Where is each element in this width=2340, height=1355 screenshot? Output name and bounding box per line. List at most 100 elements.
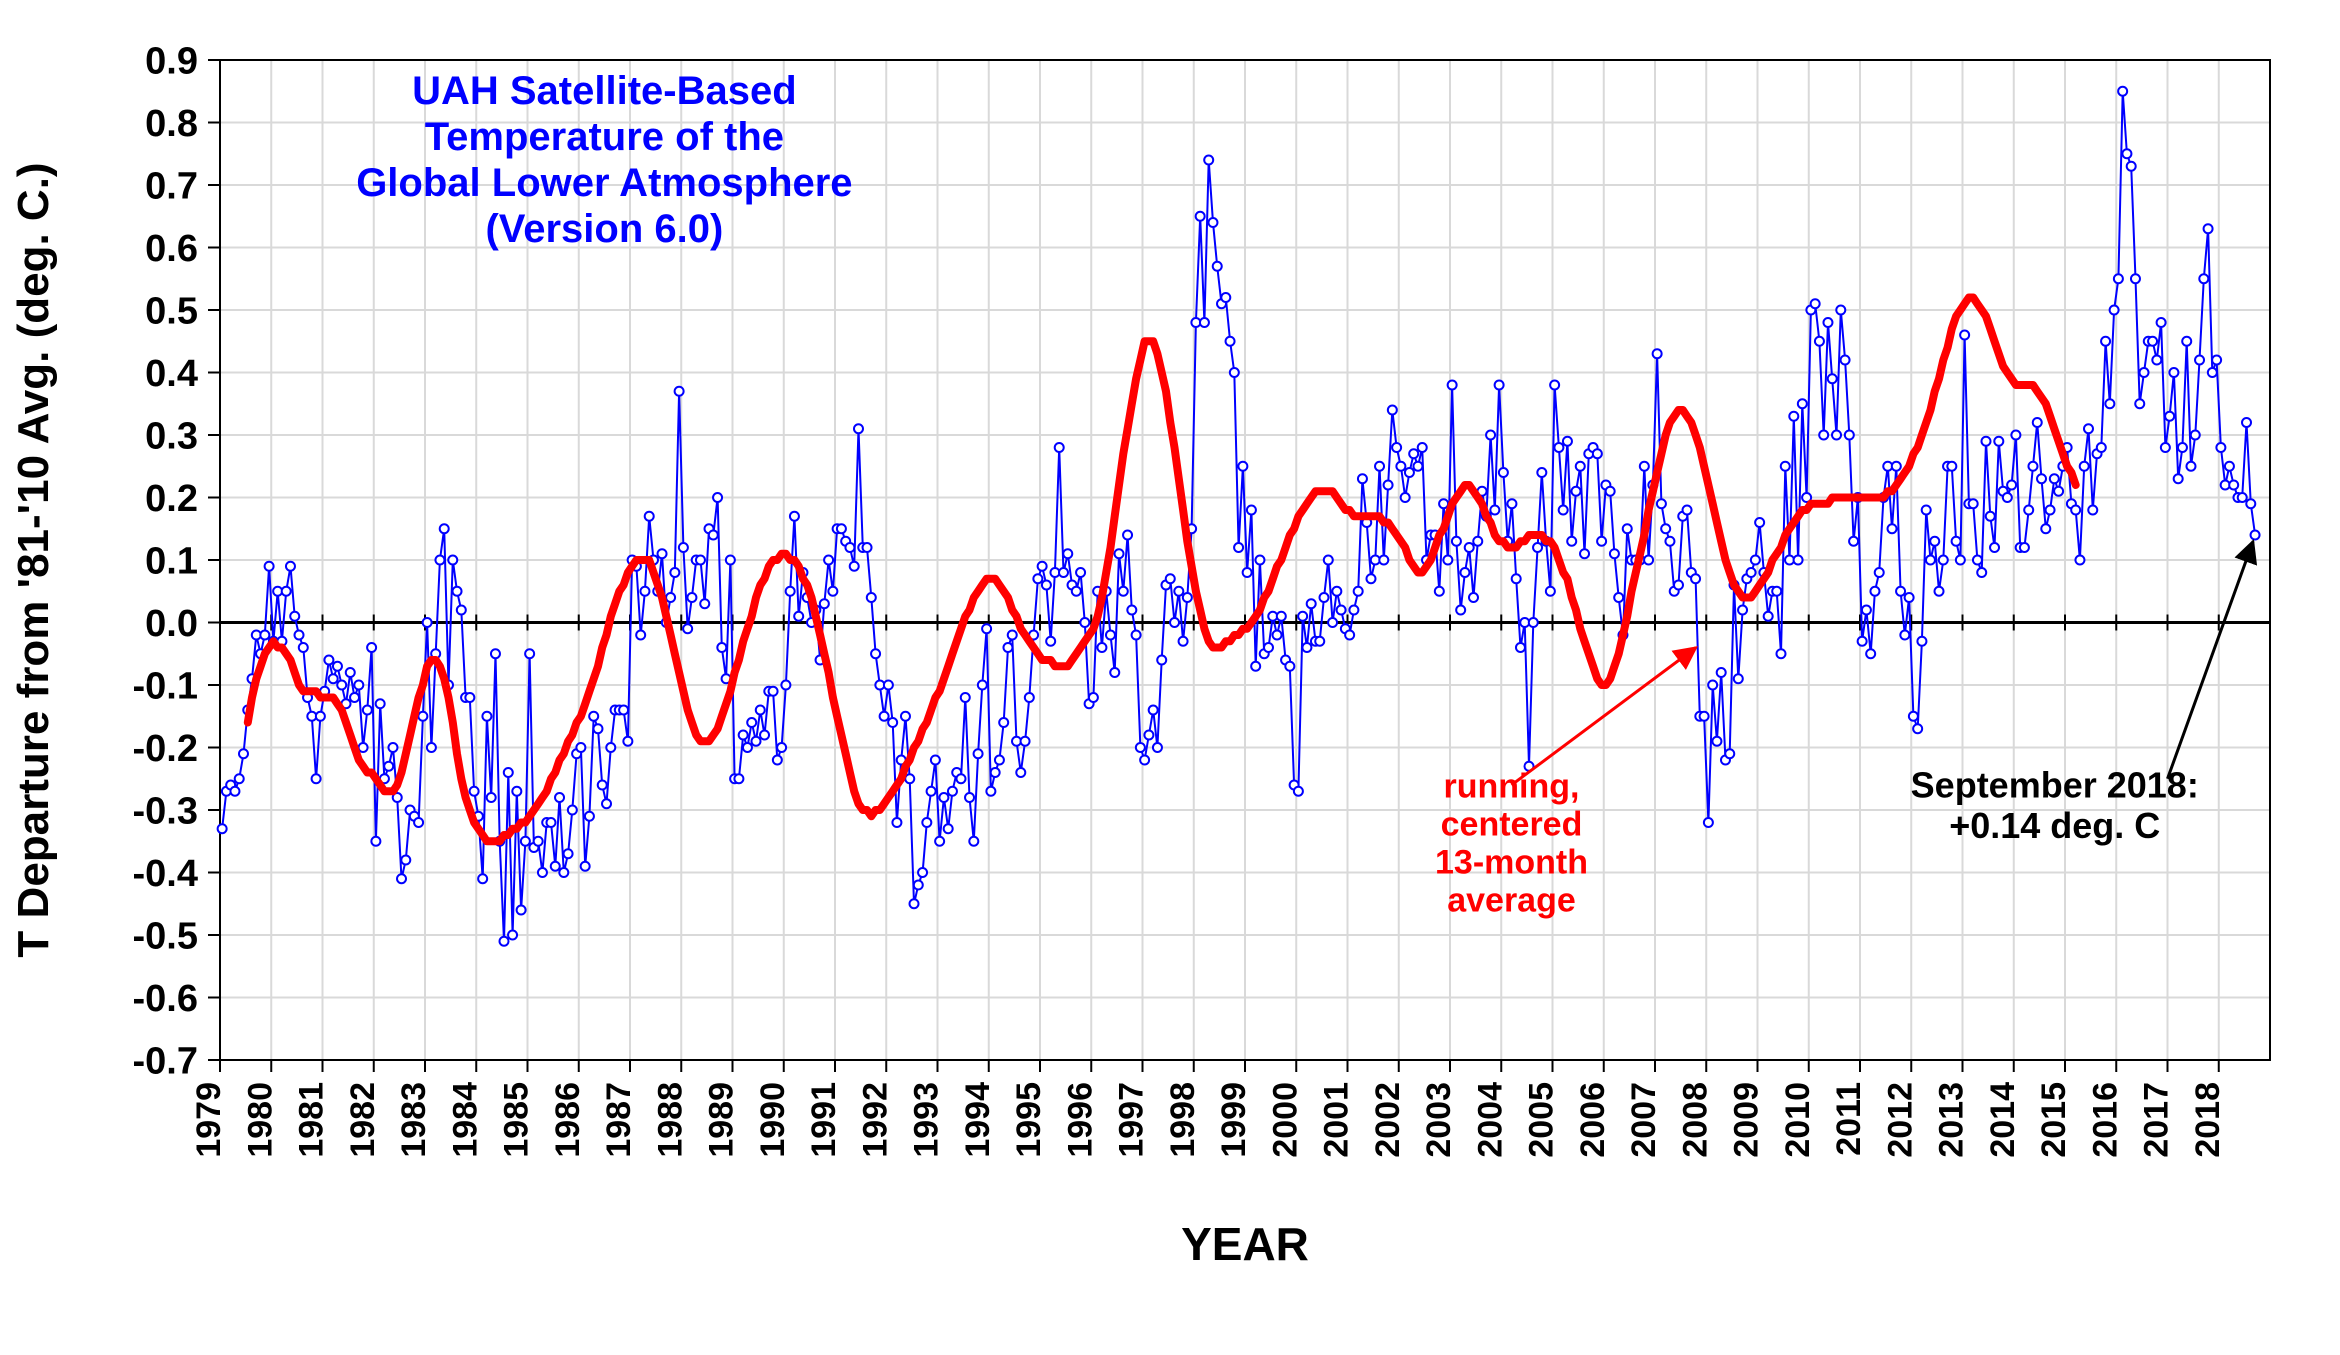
chart-title-line: Global Lower Atmosphere bbox=[356, 161, 852, 205]
monthly-marker bbox=[1448, 381, 1457, 390]
monthly-marker bbox=[850, 562, 859, 571]
x-tick-label: 2015 bbox=[2035, 1082, 2073, 1158]
monthly-marker bbox=[675, 387, 684, 396]
monthly-marker bbox=[1140, 756, 1149, 765]
monthly-marker bbox=[1917, 637, 1926, 646]
monthly-marker bbox=[2033, 418, 2042, 427]
monthly-marker bbox=[1251, 662, 1260, 671]
monthly-marker bbox=[1815, 337, 1824, 346]
monthly-marker bbox=[388, 743, 397, 752]
monthly-marker bbox=[892, 818, 901, 827]
monthly-marker bbox=[1366, 574, 1375, 583]
x-tick-label: 2005 bbox=[1523, 1082, 1561, 1158]
monthly-marker bbox=[2007, 481, 2016, 490]
monthly-marker bbox=[1597, 537, 1606, 546]
monthly-marker bbox=[2118, 87, 2127, 96]
monthly-marker bbox=[1307, 599, 1316, 608]
monthly-marker bbox=[1986, 512, 1995, 521]
monthly-marker bbox=[1396, 462, 1405, 471]
monthly-marker bbox=[1610, 549, 1619, 558]
monthly-marker bbox=[978, 681, 987, 690]
monthly-marker bbox=[457, 606, 466, 615]
monthly-marker bbox=[1025, 693, 1034, 702]
monthly-marker bbox=[2122, 149, 2131, 158]
monthly-marker bbox=[2097, 443, 2106, 452]
monthly-marker bbox=[777, 743, 786, 752]
monthly-marker bbox=[593, 724, 602, 733]
monthly-marker bbox=[1712, 737, 1721, 746]
monthly-marker bbox=[1875, 568, 1884, 577]
monthly-marker bbox=[645, 512, 654, 521]
smoothed-label-line: average bbox=[1447, 882, 1576, 920]
monthly-marker bbox=[2152, 356, 2161, 365]
monthly-marker bbox=[1413, 462, 1422, 471]
monthly-marker bbox=[1008, 631, 1017, 640]
monthly-marker bbox=[931, 756, 940, 765]
monthly-marker bbox=[965, 793, 974, 802]
monthly-marker bbox=[2054, 487, 2063, 496]
monthly-marker bbox=[470, 787, 479, 796]
monthly-marker bbox=[1571, 487, 1580, 496]
monthly-marker bbox=[354, 681, 363, 690]
monthly-marker bbox=[1153, 743, 1162, 752]
monthly-marker bbox=[1661, 524, 1670, 533]
monthly-marker bbox=[1038, 562, 1047, 571]
monthly-marker bbox=[350, 693, 359, 702]
monthly-marker bbox=[1021, 737, 1030, 746]
monthly-marker bbox=[316, 712, 325, 721]
monthly-marker bbox=[845, 543, 854, 552]
monthly-marker bbox=[290, 612, 299, 621]
monthly-marker bbox=[1738, 606, 1747, 615]
monthly-marker bbox=[1794, 556, 1803, 565]
monthly-marker bbox=[371, 837, 380, 846]
monthly-marker bbox=[961, 693, 970, 702]
monthly-marker bbox=[1115, 549, 1124, 558]
monthly-marker bbox=[534, 837, 543, 846]
monthly-marker bbox=[1516, 643, 1525, 652]
monthly-marker bbox=[739, 731, 748, 740]
monthly-marker bbox=[786, 587, 795, 596]
monthly-marker bbox=[1132, 631, 1141, 640]
x-tick-label: 1997 bbox=[1113, 1082, 1151, 1158]
monthly-marker bbox=[2242, 418, 2251, 427]
monthly-marker bbox=[2041, 524, 2050, 533]
monthly-marker bbox=[1294, 787, 1303, 796]
monthly-marker bbox=[1956, 556, 1965, 565]
monthly-marker bbox=[418, 712, 427, 721]
monthly-marker bbox=[2195, 356, 2204, 365]
monthly-marker bbox=[1593, 449, 1602, 458]
chart-title-line: Temperature of the bbox=[425, 115, 784, 159]
monthly-marker bbox=[1042, 581, 1051, 590]
monthly-marker bbox=[751, 737, 760, 746]
monthly-marker bbox=[619, 706, 628, 715]
monthly-marker bbox=[666, 593, 675, 602]
monthly-marker bbox=[1981, 437, 1990, 446]
monthly-marker bbox=[1657, 499, 1666, 508]
monthly-marker bbox=[901, 712, 910, 721]
monthly-marker bbox=[1384, 481, 1393, 490]
monthly-marker bbox=[1226, 337, 1235, 346]
monthly-marker bbox=[1935, 587, 1944, 596]
monthly-marker bbox=[1392, 443, 1401, 452]
monthly-marker bbox=[2229, 481, 2238, 490]
monthly-marker bbox=[1926, 556, 1935, 565]
monthly-marker bbox=[538, 868, 547, 877]
monthly-marker bbox=[1819, 431, 1828, 440]
monthly-marker bbox=[623, 737, 632, 746]
monthly-marker bbox=[781, 681, 790, 690]
monthly-marker bbox=[1900, 631, 1909, 640]
monthly-marker bbox=[1751, 556, 1760, 565]
monthly-marker bbox=[969, 837, 978, 846]
monthly-marker bbox=[1674, 581, 1683, 590]
monthly-marker bbox=[1725, 749, 1734, 758]
monthly-marker bbox=[2251, 531, 2260, 540]
monthly-marker bbox=[1170, 618, 1179, 627]
monthly-marker bbox=[1080, 618, 1089, 627]
monthly-marker bbox=[1811, 299, 1820, 308]
monthly-marker bbox=[1409, 449, 1418, 458]
monthly-marker bbox=[2003, 493, 2012, 502]
monthly-marker bbox=[286, 562, 295, 571]
monthly-marker bbox=[1499, 468, 1508, 477]
monthly-marker bbox=[1691, 574, 1700, 583]
monthly-marker bbox=[427, 743, 436, 752]
